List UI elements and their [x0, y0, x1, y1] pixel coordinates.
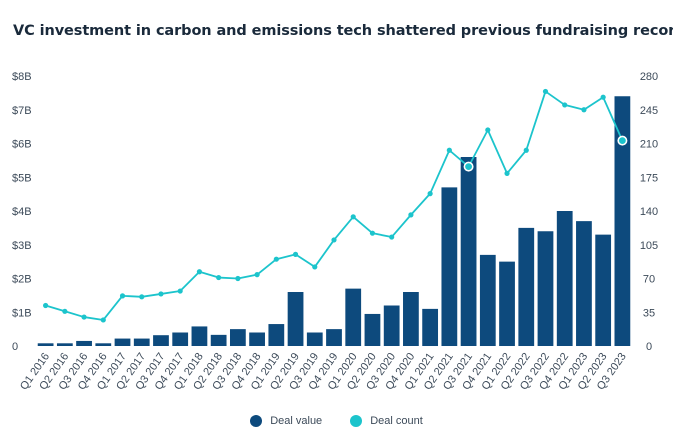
- bar-q2-2020: [364, 313, 381, 346]
- deal-count-point-q2-2020: [369, 230, 376, 236]
- left-tick-label: $5B: [12, 172, 32, 184]
- deal-count-point-q4-2018: [254, 272, 260, 278]
- legend-swatch-deal-value: [250, 415, 263, 427]
- bar-q4-2019: [326, 329, 342, 347]
- bar-q2-2021: [441, 187, 458, 347]
- bar-q4-2016: [95, 343, 112, 346]
- deal-count-point-q3-2018: [235, 275, 241, 282]
- bar-q3-2019: [306, 332, 323, 346]
- deal-count-point-q3-2023: [617, 135, 628, 146]
- bar-q3-2016: [76, 340, 92, 346]
- deal-count-point-q1-2017: [119, 293, 126, 299]
- bar-q2-2018: [210, 334, 227, 346]
- bar-q4-2021: [479, 254, 496, 347]
- bar-q3-2022: [537, 231, 554, 346]
- left-tick-label: $2B: [12, 274, 32, 286]
- left-tick-label: $7B: [12, 105, 32, 117]
- chart-legend: Deal value Deal count: [0, 415, 673, 427]
- deal-count-point-q3-2019: [312, 264, 318, 270]
- deal-count-point-q2-2021: [446, 147, 452, 153]
- bar-q1-2020: [345, 288, 362, 347]
- bar-q2-2023: [595, 234, 612, 347]
- bar-q4-2020: [403, 292, 419, 346]
- deal-count-point-q1-2016: [43, 302, 49, 309]
- deal-count-point-q4-2016: [100, 317, 106, 323]
- deal-count-point-q2-2016: [62, 308, 68, 314]
- chart-title: VC investment in carbon and emissions te…: [13, 23, 673, 39]
- bar-q1-2023: [576, 221, 592, 347]
- legend-item-deal-value[interactable]: Deal value: [250, 415, 322, 427]
- bar-q4-2018: [249, 332, 265, 346]
- bar-q3-2018: [229, 329, 246, 347]
- bar-q3-2017: [153, 335, 169, 346]
- deal-count-point-q2-2017: [139, 294, 145, 300]
- deal-count-point-q2-2023: [600, 94, 606, 100]
- deal-count-point-q3-2020: [389, 234, 395, 240]
- right-tick-label: 105: [640, 240, 658, 252]
- bar-q1-2021: [422, 308, 439, 347]
- legend-label-deal-count: Deal count: [370, 415, 423, 427]
- deal-count-point-q3-2021: [463, 161, 474, 172]
- deal-count-point-q1-2018: [196, 269, 203, 275]
- line-series-deal-count: [43, 88, 628, 323]
- bar-q1-2022: [499, 261, 515, 347]
- deal-count-point-q3-2022: [542, 88, 549, 95]
- bar-q1-2018: [191, 326, 208, 346]
- bar-q4-2017: [172, 332, 189, 346]
- bar-q3-2021: [460, 157, 477, 346]
- bar-q2-2019: [287, 292, 304, 346]
- bar-q3-2020: [383, 305, 400, 346]
- right-tick-label: 35: [643, 307, 655, 319]
- bar-q2-2017: [133, 338, 150, 346]
- bar-q2-2022: [518, 227, 535, 347]
- left-tick-label: $3B: [12, 240, 32, 252]
- deal-count-point-q2-2019: [292, 251, 299, 257]
- deal-count-point-q4-2017: [177, 288, 183, 294]
- deal-count-point-q2-2022: [523, 147, 529, 153]
- deal-count-point-q4-2020: [408, 212, 414, 218]
- bar-q1-2017: [114, 338, 131, 346]
- deal-count-point-q3-2017: [158, 291, 164, 297]
- bar-series-deal-value: [37, 96, 631, 347]
- deal-count-point-q1-2022: [504, 170, 510, 176]
- deal-count-point-q1-2019: [273, 256, 279, 262]
- deal-count-point-q1-2020: [350, 214, 356, 220]
- legend-swatch-deal-count: [350, 415, 363, 427]
- deal-count-point-q3-2016: [81, 314, 87, 320]
- deal-count-point-q4-2022: [562, 102, 568, 108]
- deal-count-point-q4-2019: [331, 237, 337, 243]
- bar-q2-2016: [56, 343, 73, 346]
- left-tick-label: $4B: [12, 206, 32, 218]
- left-axis-ticks: 0 $1B $2B $3B $4B $5B $6B $7B $8B: [12, 71, 32, 353]
- bar-q1-2016: [37, 343, 54, 346]
- legend-label-deal-value: Deal value: [270, 415, 323, 427]
- bar-q4-2022: [556, 211, 573, 346]
- legend-item-deal-count[interactable]: Deal count: [350, 415, 423, 427]
- left-tick-label: 0: [12, 341, 18, 353]
- right-tick-label: 140: [640, 206, 658, 218]
- bar-q3-2023: [614, 96, 631, 346]
- deal-count-line: [45, 90, 624, 321]
- right-tick-label: 0: [646, 341, 652, 353]
- left-tick-label: $8B: [12, 71, 32, 83]
- right-axis-ticks: 0 35 70 105 140 175 210 245 280: [640, 71, 658, 353]
- deal-count-point-q1-2021: [427, 191, 433, 197]
- deal-count-point-q4-2021: [485, 127, 491, 133]
- right-tick-label: 245: [640, 105, 658, 117]
- left-tick-label: $1B: [12, 307, 32, 319]
- deal-count-point-q2-2018: [216, 274, 222, 281]
- deal-count-point-q1-2023: [581, 107, 587, 113]
- left-tick-label: $6B: [12, 139, 32, 151]
- right-tick-label: 70: [643, 274, 655, 286]
- right-tick-label: 210: [640, 139, 658, 151]
- right-tick-label: 280: [640, 71, 658, 83]
- bar-q1-2019: [268, 324, 285, 346]
- right-tick-label: 175: [640, 172, 658, 184]
